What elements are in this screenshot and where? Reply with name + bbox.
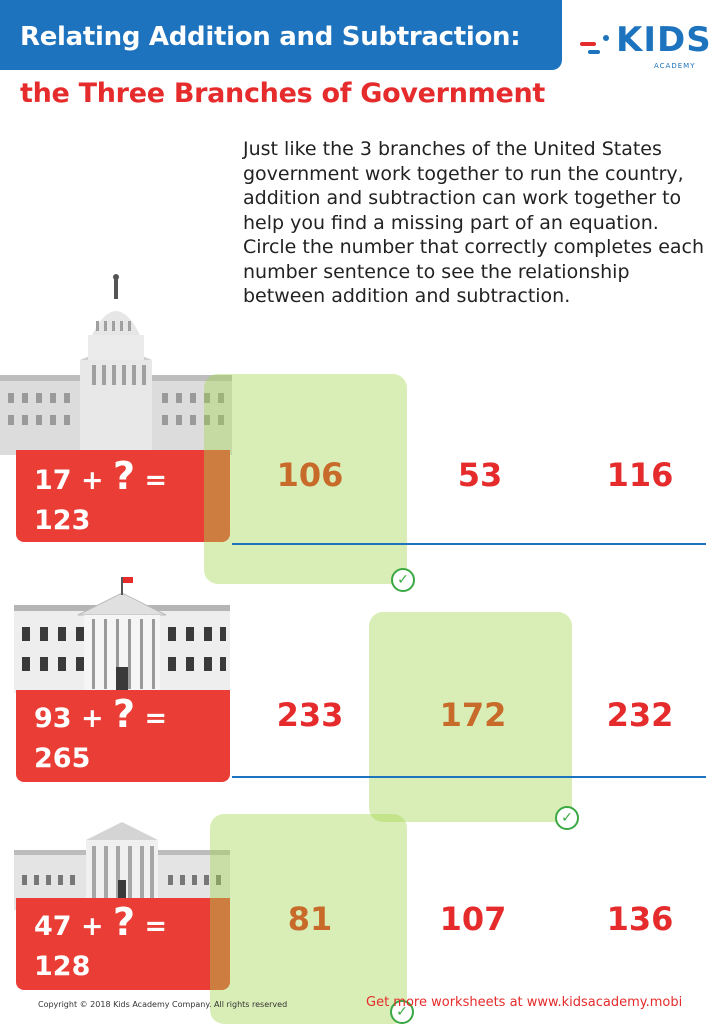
worksheets-link[interactable]: Get more worksheets at www.kidsacademy.m… xyxy=(366,995,683,1010)
capitol-icon xyxy=(0,274,232,455)
equation-box-2: 93 + ? = 265 265 - 93 = ? xyxy=(16,690,230,819)
answer-option[interactable]: 116 xyxy=(606,456,674,494)
equation-box-3: 47 + ? = 128 128 - 47 = ? xyxy=(16,898,230,1027)
kids-academy-logo: KIDS ACADEMY xyxy=(578,20,718,78)
checkmark-icon: ✓ xyxy=(555,806,579,830)
equation-addition: 93 + ? = 265 xyxy=(34,692,168,774)
logo-subtext: ACADEMY xyxy=(654,62,696,70)
equation-addition: 47 + ? = 128 xyxy=(34,900,168,982)
title-bar xyxy=(0,0,562,70)
answer-option[interactable]: 233 xyxy=(276,696,344,734)
answer-highlight-3 xyxy=(210,814,407,1024)
logo-text: KIDS xyxy=(616,20,712,60)
answer-highlight-1 xyxy=(204,374,407,584)
equation-subtraction: 123 - 17 = ? xyxy=(34,539,222,583)
answer-option[interactable]: 106 xyxy=(276,456,344,494)
answer-option[interactable]: 81 xyxy=(287,900,333,938)
page-subtitle: the Three Branches of Government xyxy=(20,78,545,109)
divider-line xyxy=(232,543,706,545)
splash-icon xyxy=(580,35,609,54)
equation-box-1: 17 + ? = 123 123 - 17 = ? xyxy=(16,450,230,581)
answer-option[interactable]: 232 xyxy=(606,696,674,734)
page-title: Relating Addition and Subtraction: xyxy=(20,22,521,52)
answer-option[interactable]: 53 xyxy=(457,456,503,494)
copyright-text: Copyright © 2018 Kids Academy Company. A… xyxy=(38,1000,288,1009)
white-house-icon xyxy=(14,577,230,693)
answer-option[interactable]: 136 xyxy=(606,900,674,938)
equation-subtraction: 128 - 47 = ? xyxy=(34,985,222,1029)
divider-line xyxy=(232,776,706,778)
answer-option[interactable]: 172 xyxy=(439,696,507,734)
answer-option[interactable]: 107 xyxy=(439,900,507,938)
equation-addition: 17 + ? = 123 xyxy=(34,454,168,536)
instructions-text: Just like the 3 branches of the United S… xyxy=(243,138,705,307)
equation-subtraction: 265 - 93 = ? xyxy=(34,777,222,821)
checkmark-icon: ✓ xyxy=(391,568,415,592)
answer-highlight-2 xyxy=(369,612,572,822)
checkmark-icon: ✓ xyxy=(390,1000,414,1024)
supreme-court-icon xyxy=(14,822,230,910)
